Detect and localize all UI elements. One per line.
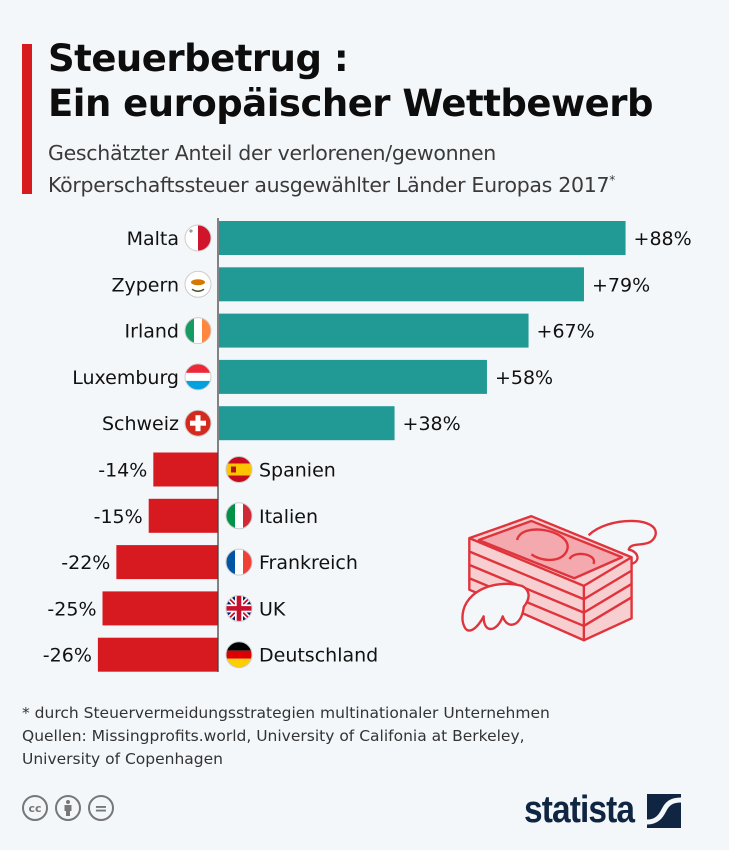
category-label: Schweiz — [102, 413, 179, 435]
value-label: -25% — [47, 598, 96, 620]
cyprus-flag — [184, 270, 212, 298]
license-icons: cc = — [22, 795, 114, 821]
category-label: Malta — [127, 228, 179, 250]
bar-zypern — [219, 267, 584, 302]
category-label: Frankreich — [259, 552, 358, 574]
sources-line-2: University of Copenhagen — [22, 750, 224, 768]
cc-icon[interactable]: cc — [22, 795, 48, 821]
value-label: -26% — [43, 645, 92, 667]
no-derivatives-icon[interactable]: = — [88, 795, 114, 821]
category-label: Italien — [259, 506, 318, 528]
luxembourg-flag — [184, 363, 212, 391]
bar-schweiz — [219, 406, 395, 441]
ireland-flag — [184, 317, 212, 345]
category-label: Luxemburg — [72, 367, 179, 389]
footnote: * durch Steuervermeidungsstrategien mult… — [22, 704, 550, 722]
subtitle-line-2-text: Körperschaftssteuer ausgewählter Länder … — [48, 172, 610, 197]
value-label: +88% — [634, 228, 692, 250]
france-flag — [225, 548, 253, 576]
spain-flag — [225, 456, 253, 483]
statista-logo-text: statista — [524, 789, 635, 831]
attribution-icon[interactable] — [55, 795, 81, 821]
title-line-2: Ein europäischer Wettbewerb — [48, 82, 654, 125]
chart-subtitle: Geschätzter Anteil der verlorenen/gewonn… — [48, 140, 615, 199]
chart-title: Steuerbetrug : Ein europäischer Wettbewe… — [48, 36, 654, 126]
subtitle-line-1: Geschätzter Anteil der verlorenen/gewonn… — [48, 141, 496, 165]
bar-deutschland — [97, 637, 218, 672]
title-line-1: Steuerbetrug : — [48, 37, 349, 80]
value-label: +38% — [403, 413, 461, 435]
uk-flag — [225, 594, 253, 622]
category-label: Irland — [125, 321, 179, 343]
accent-stripe — [22, 44, 32, 194]
malta-flag — [184, 224, 212, 252]
bar-chart: +88% Malta +79% Zypern +67% Irland +58% Luxembu… — [43, 218, 692, 672]
bar-italien — [148, 498, 218, 533]
bar-irland — [219, 313, 529, 348]
value-label: -14% — [98, 460, 147, 482]
category-label: UK — [259, 598, 286, 620]
bar-uk — [102, 591, 218, 626]
italy-flag — [225, 502, 253, 530]
flying-money-icon — [461, 514, 657, 642]
category-label: Spanien — [259, 460, 336, 482]
bar-spanien — [153, 452, 218, 487]
sources-line-1: Quellen: Missingprofits.world, Universit… — [22, 727, 525, 745]
bar-malta — [219, 221, 626, 255]
footnote-block: * durch Steuervermeidungsstrategien mult… — [22, 702, 550, 771]
category-label: Deutschland — [259, 645, 378, 667]
bar-frankreich — [116, 545, 218, 580]
value-label: -22% — [61, 552, 110, 574]
bar-luxemburg — [219, 359, 487, 394]
value-label: +58% — [495, 367, 553, 389]
statista-logo-icon — [647, 793, 682, 828]
switzerland-flag — [184, 409, 212, 437]
statista-logo[interactable]: statista — [524, 789, 682, 832]
value-label: -15% — [94, 506, 143, 528]
subtitle-line-2: Körperschaftssteuer ausgewählter Länder … — [48, 167, 615, 199]
footnote-marker: * — [609, 173, 615, 187]
value-label: +79% — [592, 274, 650, 296]
category-label: Zypern — [111, 274, 179, 296]
germany-flag — [225, 641, 253, 669]
value-label: +67% — [537, 321, 595, 343]
